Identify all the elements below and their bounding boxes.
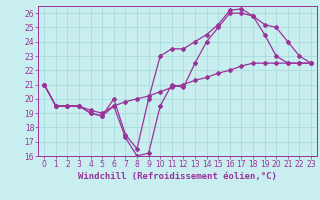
X-axis label: Windchill (Refroidissement éolien,°C): Windchill (Refroidissement éolien,°C) [78,172,277,181]
